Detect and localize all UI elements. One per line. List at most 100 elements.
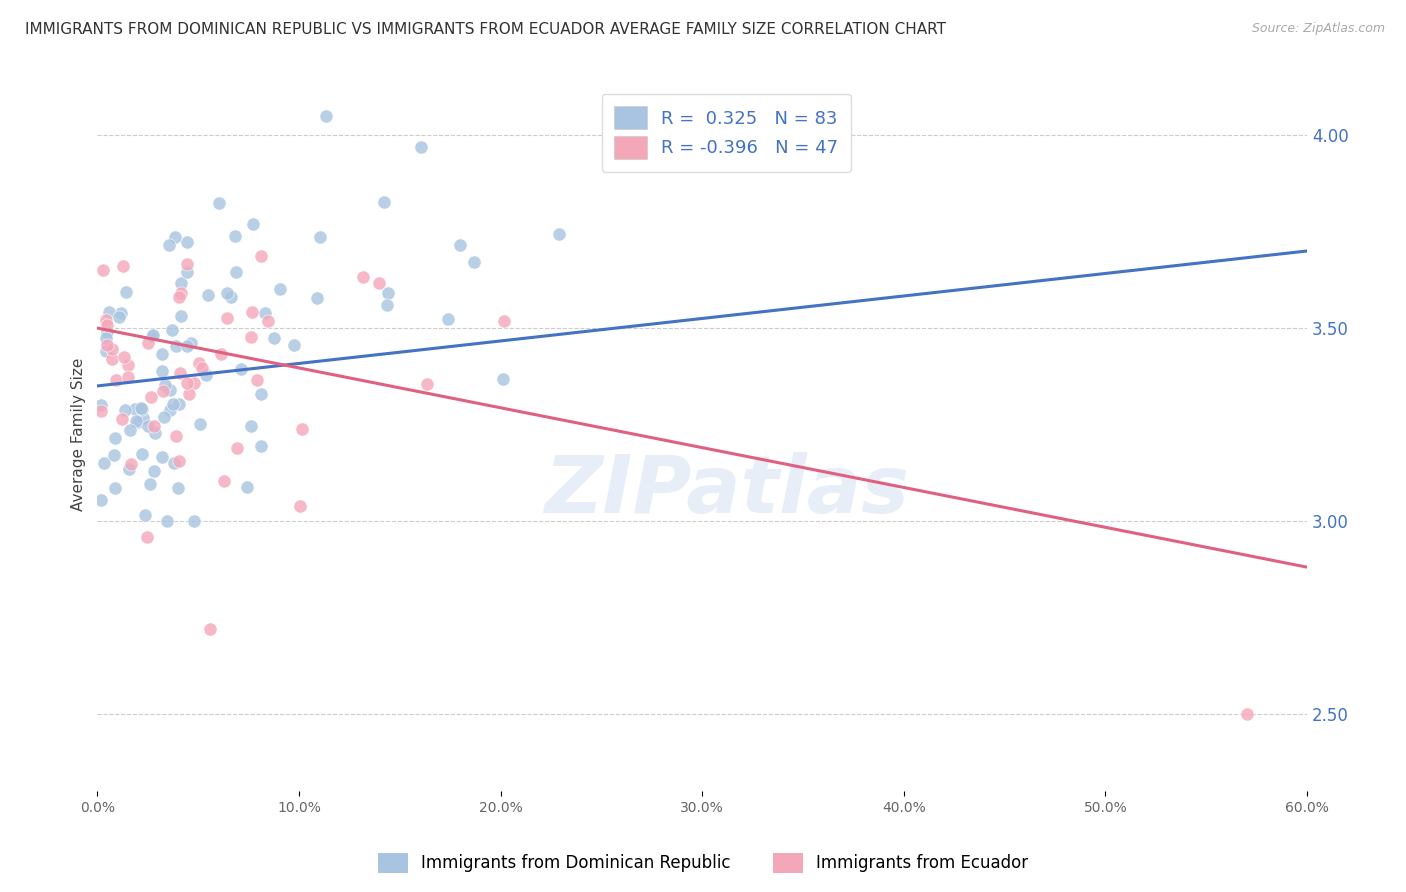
Point: [180, 336, 202, 351]
Point: [167, 397, 190, 411]
Point: [373, 194, 395, 209]
Point: [108, 310, 131, 325]
Point: [125, 414, 148, 428]
Point: [115, 285, 138, 299]
Point: [152, 384, 174, 398]
Point: [96, 318, 118, 332]
Point: [136, 336, 159, 351]
Point: [200, 622, 222, 636]
Point: [150, 364, 173, 378]
Point: [142, 419, 165, 434]
Point: [136, 530, 159, 544]
Point: [377, 286, 399, 301]
Point: [176, 235, 198, 249]
Point: [212, 474, 235, 488]
Point: [166, 482, 188, 496]
Point: [352, 269, 374, 284]
Point: [170, 276, 193, 290]
Point: [167, 290, 190, 304]
Point: [142, 465, 165, 479]
Point: [111, 412, 134, 426]
Point: [226, 441, 249, 455]
Point: [256, 314, 278, 328]
Point: [215, 286, 238, 301]
Point: [152, 409, 174, 424]
Point: [94, 343, 117, 358]
Point: [150, 347, 173, 361]
Point: [134, 508, 156, 522]
Point: [240, 330, 263, 344]
Point: [176, 338, 198, 352]
Point: [179, 386, 201, 401]
Point: [191, 361, 214, 376]
Point: [1236, 706, 1258, 721]
Point: [100, 351, 122, 366]
Point: [117, 370, 139, 384]
Point: [114, 402, 136, 417]
Point: [315, 109, 337, 123]
Point: [100, 343, 122, 357]
Point: [162, 397, 184, 411]
Text: IMMIGRANTS FROM DOMINICAN REPUBLIC VS IMMIGRANTS FROM ECUADOR AVERAGE FAMILY SIZ: IMMIGRANTS FROM DOMINICAN REPUBLIC VS IM…: [25, 22, 946, 37]
Point: [307, 292, 329, 306]
Point: [105, 373, 128, 387]
Point: [104, 481, 127, 495]
Point: [176, 265, 198, 279]
Point: [240, 418, 263, 433]
Point: [254, 306, 277, 320]
Point: [93, 456, 115, 470]
Point: [194, 368, 217, 383]
Point: [160, 323, 183, 337]
Point: [150, 450, 173, 464]
Point: [492, 372, 515, 386]
Point: [111, 259, 134, 273]
Point: [209, 346, 232, 360]
Point: [94, 313, 117, 327]
Point: [492, 313, 515, 327]
Point: [96, 338, 118, 352]
Point: [240, 305, 263, 319]
Point: [225, 264, 247, 278]
Text: ZIPatlas: ZIPatlas: [544, 452, 908, 530]
Point: [110, 306, 132, 320]
Point: [309, 230, 332, 244]
Point: [463, 255, 485, 269]
Point: [139, 390, 162, 404]
Point: [176, 376, 198, 390]
Point: [250, 250, 273, 264]
Point: [104, 431, 127, 445]
Point: [163, 230, 186, 244]
Point: [411, 140, 433, 154]
Point: [98, 305, 121, 319]
Point: [187, 356, 209, 370]
Point: [120, 457, 142, 471]
Point: [136, 419, 159, 434]
Point: [131, 447, 153, 461]
Point: [208, 195, 231, 210]
Point: [90, 404, 112, 418]
Point: [291, 422, 314, 436]
Point: [141, 328, 163, 343]
Point: [183, 376, 205, 390]
Point: [170, 309, 193, 323]
Point: [224, 229, 246, 244]
Point: [159, 403, 181, 417]
Point: [246, 373, 269, 387]
Point: [437, 312, 460, 326]
Point: [96, 331, 118, 345]
Point: [114, 350, 136, 364]
Point: [169, 366, 191, 380]
Point: [145, 425, 167, 440]
Point: [548, 227, 571, 242]
Point: [283, 337, 305, 351]
Point: [219, 290, 242, 304]
Point: [96, 326, 118, 340]
Point: [157, 238, 180, 252]
Point: [139, 477, 162, 491]
Point: [236, 480, 259, 494]
Y-axis label: Average Family Size: Average Family Size: [72, 358, 86, 511]
Point: [90, 398, 112, 412]
Point: [288, 499, 311, 513]
Point: [156, 514, 179, 528]
Point: [449, 237, 471, 252]
